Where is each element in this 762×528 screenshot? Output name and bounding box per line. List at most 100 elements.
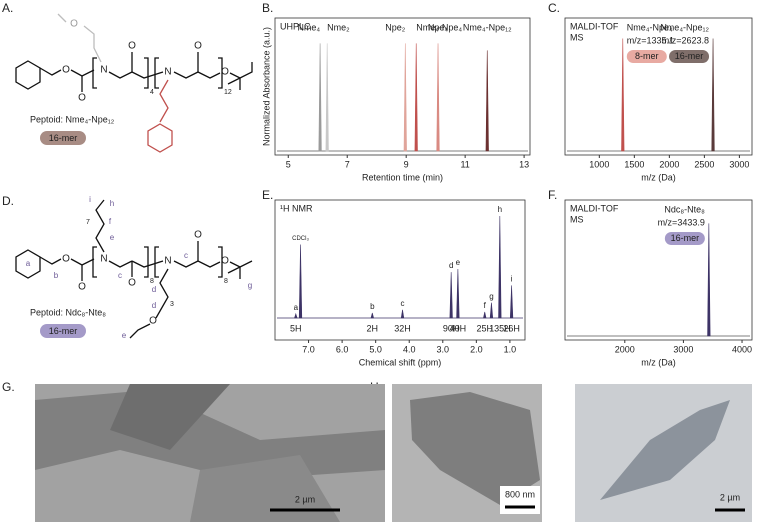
- x-tick-label: 13: [519, 159, 529, 169]
- peak: [294, 312, 298, 319]
- assignment: e: [110, 233, 115, 242]
- assignment: a: [26, 259, 31, 268]
- atom: O: [194, 230, 202, 241]
- badge: [626, 50, 667, 63]
- integration: 25H: [476, 323, 493, 333]
- assignment: c: [184, 251, 188, 260]
- integration: 40H: [450, 323, 467, 333]
- assignment: i: [89, 195, 91, 204]
- peak-label: i: [511, 274, 513, 283]
- bond: [173, 71, 199, 79]
- panel-label: C.: [548, 1, 560, 15]
- micrograph-h1: 800 nm: [392, 384, 542, 522]
- bond: [155, 268, 169, 319]
- bond: [173, 260, 199, 268]
- x-tick-label: 1500: [624, 159, 644, 169]
- bond: [197, 71, 221, 79]
- integration: 2H: [367, 323, 379, 333]
- peak-label: h: [498, 205, 502, 214]
- x-tick-label: 9: [404, 159, 409, 169]
- bracket: [92, 57, 223, 89]
- assignment: h: [110, 199, 114, 208]
- badge: [40, 324, 86, 338]
- peak-label: c: [401, 299, 405, 308]
- bond: [70, 258, 95, 266]
- x-axis-label: m/z (Da): [641, 357, 676, 367]
- assignment: c: [118, 271, 122, 280]
- x-tick-label: 2.0: [470, 344, 483, 354]
- peak-label: Npe₄: [428, 22, 449, 32]
- annotation: Nme₄-Npe₄: [627, 22, 673, 32]
- peak: [370, 312, 375, 319]
- sheet: [110, 384, 230, 450]
- bond: [108, 71, 133, 79]
- subscript: 7: [86, 219, 90, 226]
- atom: O: [62, 254, 70, 265]
- scale-label: 800 nm: [505, 489, 535, 499]
- atom: O: [128, 41, 136, 52]
- badge-text: 16-mer: [671, 233, 700, 243]
- caption: Peptoid: Nme₄-Npe₁₂: [30, 114, 115, 124]
- peak-label: e: [456, 258, 461, 267]
- x-tick-label: 7.0: [302, 344, 315, 354]
- chart-title: ¹H NMR: [280, 203, 313, 213]
- atom: O: [221, 67, 229, 78]
- bond: [70, 69, 95, 77]
- bond: [197, 260, 221, 268]
- bond: [39, 256, 62, 265]
- assignment: b: [54, 271, 59, 280]
- assignment: f: [109, 217, 112, 226]
- badge-text: 8-mer: [635, 51, 659, 61]
- micrograph-g: 2 µm: [35, 384, 385, 522]
- peak: [318, 43, 322, 152]
- assignment: d: [152, 285, 156, 294]
- peak-label: Nme₄-Npe₄: [416, 22, 462, 32]
- peak: [436, 43, 440, 152]
- atom: O: [194, 41, 202, 52]
- atom: O: [78, 282, 86, 293]
- chart-title: UHPLC: [280, 21, 311, 31]
- subscript: 4: [150, 89, 154, 96]
- badge: [669, 50, 710, 63]
- caption: Peptoid: Ndc₈-Nte₈: [30, 307, 106, 317]
- structure-d: O O N O N O O O 8 8 7 3 a b c c d d e e …: [15, 195, 253, 340]
- x-tick-label: 11: [460, 159, 469, 169]
- integration: 32H: [394, 323, 411, 333]
- badge: [40, 131, 86, 145]
- sheet: [190, 455, 340, 522]
- x-tick-label: 4.0: [403, 344, 416, 354]
- peak: [325, 43, 329, 152]
- x-tick-label: 3.0: [437, 344, 450, 354]
- bond: [57, 13, 67, 23]
- peak: [456, 269, 460, 319]
- panel-label: B.: [262, 1, 273, 15]
- bond: [159, 79, 169, 123]
- scale-label: 2 µm: [295, 494, 315, 504]
- sheet: [410, 392, 540, 505]
- peak: [498, 215, 502, 319]
- subscript: 8: [224, 278, 228, 285]
- peak: [298, 244, 303, 319]
- peak-label: b: [370, 302, 375, 311]
- peak: [403, 43, 407, 152]
- assignment: e: [122, 331, 127, 340]
- chart-title: MS: [570, 214, 584, 224]
- bond: [108, 260, 133, 268]
- atom: N: [100, 65, 107, 76]
- x-tick-label: 2000: [615, 344, 635, 354]
- peak-label: a: [294, 303, 299, 312]
- bond: [95, 199, 105, 253]
- bond: [147, 123, 173, 153]
- atom: O: [221, 256, 229, 267]
- panel-label: A.: [2, 1, 13, 15]
- annotation: Nme₄-Npe₁₂: [660, 22, 709, 32]
- atom: O: [149, 316, 157, 327]
- label-box: [500, 486, 540, 514]
- peak-label: Nme₄-Npe₁₂: [463, 22, 512, 32]
- badge: [664, 232, 705, 245]
- x-axis-label: m/z (Da): [641, 172, 676, 182]
- x-tick-label: 4000: [732, 344, 752, 354]
- peak-label: Nme₄: [297, 22, 320, 32]
- integration: 135H: [489, 323, 511, 333]
